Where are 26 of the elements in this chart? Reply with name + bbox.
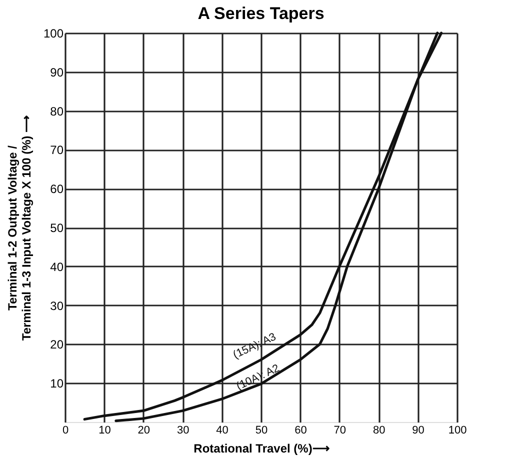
x-tick-label: 100 (448, 424, 467, 436)
x-tick-label: 30 (176, 424, 190, 436)
x-tick-label: 90 (412, 424, 424, 436)
y-tick-label: 60 (50, 182, 64, 196)
y-tick-label: 10 (50, 376, 64, 391)
y-tick-label: 100 (43, 26, 64, 40)
y-tick-label: 40 (50, 260, 64, 274)
y-tick-label: 80 (50, 104, 64, 118)
y-tick-label: 70 (50, 143, 64, 158)
y-axis-title: Terminal 1-2 Output Voltage / Terminal 1-3 Input Voltage X 100 (%) ⟶ (5, 115, 34, 341)
y-tick-label: 90 (50, 65, 64, 80)
x-tick-label: 10 (98, 424, 111, 436)
x-tick-label: 20 (138, 424, 150, 436)
x-axis-title: Rotational Travel (%)⟶ (194, 442, 330, 456)
chart-title: A Series Tapers (198, 4, 324, 23)
x-tick-label: 70 (334, 424, 346, 436)
y-tick-label: 20 (50, 338, 64, 352)
x-tick-label: 60 (294, 424, 307, 436)
x-tick-label: 0 (62, 424, 69, 436)
x-tick-label: 50 (255, 424, 268, 436)
y-tick-label: 30 (50, 298, 64, 313)
text: (15A): A3 (231, 331, 278, 362)
text: (10A): A2 (234, 362, 282, 393)
y-tick-label: 50 (50, 221, 64, 235)
x-tick-label: 40 (216, 424, 228, 436)
x-tick-label: 80 (372, 424, 386, 436)
